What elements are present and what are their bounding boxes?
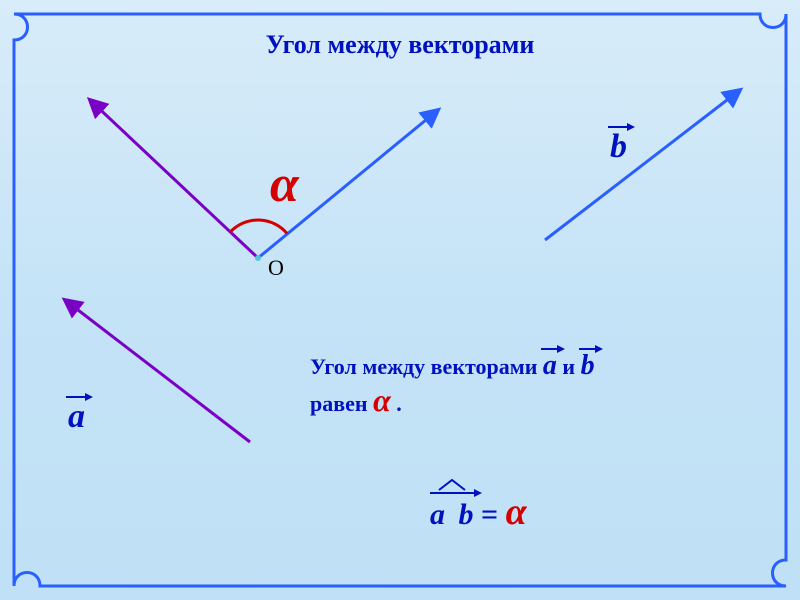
formula-alpha: α [506, 491, 527, 533]
sentence-alpha: α [373, 382, 391, 418]
sentence-prefix: Угол между векторами [310, 354, 543, 379]
alpha-label-main: α [270, 155, 299, 214]
sentence-suffix: . [396, 391, 402, 416]
vector-a-label: a [68, 398, 85, 436]
formula-a: a [430, 498, 445, 531]
vector-b-standalone [545, 90, 740, 240]
formula-vector-pair: a b [430, 498, 474, 532]
decorative-frame [0, 0, 800, 600]
origin-label: О [268, 255, 284, 281]
sentence-mid: и [562, 354, 580, 379]
vector-b-label: b [610, 128, 627, 166]
sentence-line2: равен [310, 391, 373, 416]
formula-equals: = [481, 498, 506, 531]
page-title: Угол между векторами [266, 30, 535, 60]
origin-point [255, 255, 261, 261]
vector-a-standalone [65, 300, 250, 442]
angle-arc [230, 220, 287, 234]
sentence-vec-a: a [543, 350, 557, 382]
angle-formula: a b = α [430, 490, 527, 534]
vector-a-from-origin [90, 100, 258, 258]
formula-b: b [459, 498, 474, 531]
definition-sentence: Угол между векторами a и b равен α . [310, 350, 595, 419]
angle-hat-icon [437, 478, 467, 492]
frame-border [14, 14, 786, 586]
sentence-vec-b: b [581, 350, 595, 382]
